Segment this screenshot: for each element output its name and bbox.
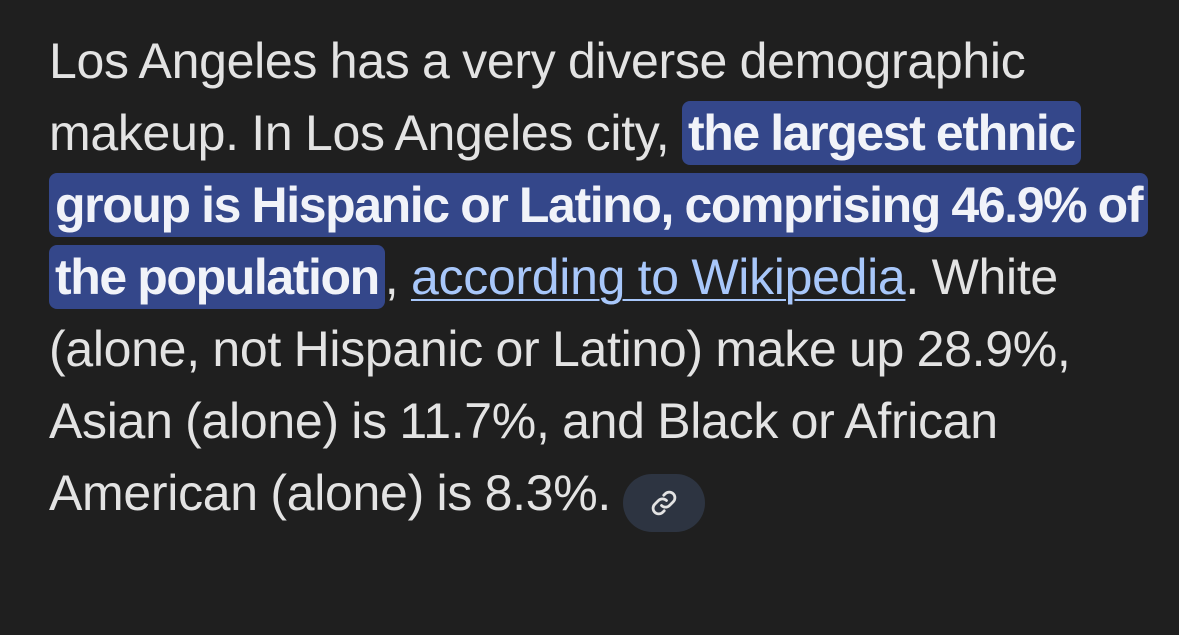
source-chip-button[interactable] [622, 474, 705, 532]
answer-text-stats: . White (alone, not Hispanic or Latino) … [49, 249, 1071, 521]
link-icon [649, 488, 679, 518]
answer-text-intro: Los Angeles has a very diverse demograph… [49, 33, 1026, 161]
answer-text-comma: , [384, 249, 399, 305]
answer-paragraph: Los Angeles has a very diverse demograph… [49, 25, 1159, 532]
source-link-wikipedia[interactable]: according to Wikipedia [410, 249, 906, 305]
